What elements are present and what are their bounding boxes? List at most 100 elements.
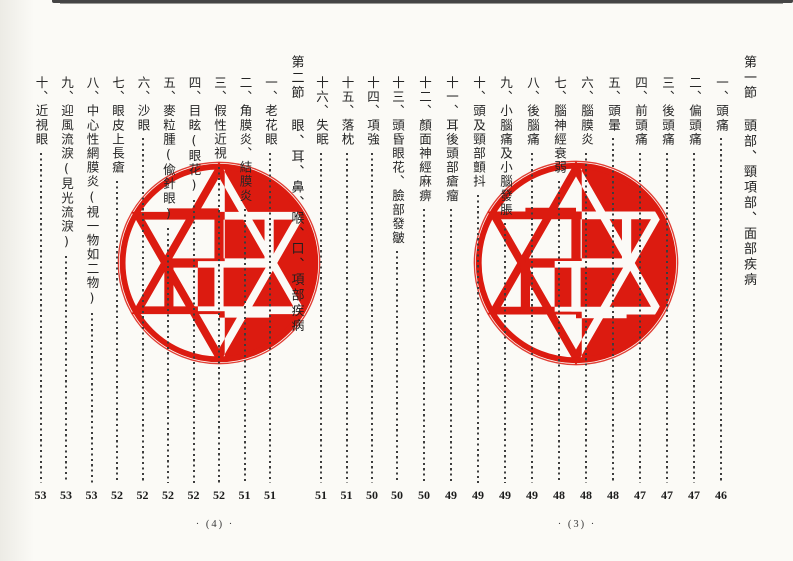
dotted-leader <box>104 180 130 483</box>
page-number: 52 <box>187 488 200 502</box>
page-number: 51 <box>264 488 276 502</box>
toc-entry-label: 六、沙眼 <box>135 76 151 133</box>
toc-item: 十五、落枕 <box>333 76 360 483</box>
dotted-leader <box>546 180 572 483</box>
dotted-leader <box>600 138 626 483</box>
toc-item: 三、後頭痛 <box>654 76 680 483</box>
toc-item: 五、頭暈 <box>600 76 626 483</box>
toc-entry-label: 第二節 眼、耳、鼻、喉、口、項部疾病 <box>288 55 304 335</box>
toc-entry-label: 七、眼皮上長瘡 <box>110 76 125 175</box>
page-number: 47 <box>688 488 700 502</box>
dotted-leader <box>53 256 79 483</box>
dotted-leader <box>129 138 156 483</box>
toc-item: 四、前頭痛 <box>627 76 653 483</box>
toc-entry-label: 第一節 頭部、頸項部、面部疾病 <box>741 55 756 288</box>
toc-item: 十二、顏面神經麻痹 <box>411 76 437 483</box>
dotted-leader <box>708 138 734 483</box>
scan-edge-artifact-faint <box>60 3 783 4</box>
toc-item: 七、腦神經衰弱 <box>546 76 572 483</box>
page-number: 48 <box>553 488 565 502</box>
page-footer-right: · (3) · <box>557 519 597 530</box>
toc-item: 九、迎風流淚(見光流淚) <box>53 76 79 483</box>
page-footer-left: · (4) · <box>195 519 235 530</box>
dotted-leader <box>411 208 437 483</box>
toc-item: 一、頭痛 <box>708 76 734 483</box>
page-number: 52 <box>136 488 149 502</box>
toc-item: 十三、頭昏眼花、臉部發皺 <box>384 76 410 483</box>
toc-item: 六、腦膜炎 <box>573 76 599 483</box>
dotted-leader <box>78 312 105 483</box>
toc-item: 六、沙眼 <box>129 76 156 483</box>
toc-entry-label: 五、麥粒腫(偸針眼) <box>161 76 176 222</box>
dotted-leader <box>308 152 334 483</box>
page-number: 48 <box>580 488 592 502</box>
page-number: 53 <box>60 488 72 502</box>
page-number: 47 <box>634 488 646 502</box>
toc-item: 二、偏頭痛 <box>681 76 707 483</box>
dotted-leader <box>384 251 410 483</box>
toc-entry-label: 一、頭痛 <box>714 76 729 133</box>
dotted-leader <box>681 152 707 483</box>
dotted-leader <box>206 166 232 483</box>
toc-section-heading: 第二節 眼、耳、鼻、喉、口、項部疾病 <box>283 55 309 483</box>
toc-item: 五、麥粒腫(偸針眼) <box>155 76 181 483</box>
toc-entry-label: 二、角膜炎、結膜炎 <box>237 76 253 203</box>
toc-item: 十一、耳後頭部瘡瘤 <box>438 76 464 483</box>
page-number: 46 <box>715 488 727 502</box>
toc-entry-label: 十一、耳後頭部瘡瘤 <box>444 76 459 203</box>
toc-entry-label: 十三、頭昏眼花、臉部發皺 <box>390 76 405 246</box>
dotted-leader <box>627 152 653 483</box>
toc-item: 一、老花眼 <box>257 76 283 483</box>
page-number: 49 <box>445 488 457 502</box>
toc-item: 八、後腦痛 <box>519 76 545 483</box>
dotted-leader <box>519 152 545 483</box>
dotted-leader <box>438 208 464 483</box>
page-number: 51 <box>238 488 251 502</box>
dotted-leader <box>27 152 54 483</box>
dotted-leader <box>257 152 283 483</box>
toc-entry-label: 九、小腦痛及小腦發脹 <box>498 76 513 217</box>
toc-item: 十、近視眼 <box>27 76 54 483</box>
toc-item: 十、頭及頸部顫抖 <box>465 76 491 483</box>
toc-entry-label: 十二、顏面神經麻痹 <box>417 76 432 203</box>
page-number: 51 <box>340 488 353 502</box>
page-number: 49 <box>499 488 511 502</box>
page-number: 51 <box>315 488 327 502</box>
toc-entry-label: 七、腦神經衰弱 <box>552 76 567 175</box>
dotted-leader <box>492 223 518 483</box>
toc-item: 七、眼皮上長瘡 <box>104 76 130 483</box>
toc-entry-label: 十四、項強 <box>365 76 380 147</box>
toc-entry-label: 二、偏頭痛 <box>687 76 702 147</box>
toc-item: 九、小腦痛及小腦發脹 <box>492 76 518 483</box>
dotted-leader <box>465 194 491 483</box>
page-number: 53 <box>85 488 98 502</box>
page-number: 53 <box>34 488 47 502</box>
toc-item: 十六、失眠 <box>308 76 334 483</box>
toc-item: 十四、項強 <box>359 76 385 483</box>
page-number: 52 <box>111 488 123 502</box>
page-number: 52 <box>162 488 174 502</box>
page-number: 50 <box>366 488 378 502</box>
dotted-leader <box>283 340 309 483</box>
toc-item: 四、目眩(眼花) <box>180 76 207 483</box>
dotted-leader <box>231 208 258 483</box>
scan-edge-artifact <box>52 0 793 3</box>
page-number: 52 <box>213 488 225 502</box>
page-number: 49 <box>472 488 484 502</box>
toc-entry-label: 十六、失眠 <box>314 76 329 147</box>
dotted-leader <box>654 152 680 483</box>
toc-entry-label: 九、迎風流淚(見光流淚) <box>59 76 74 251</box>
dotted-leader <box>155 228 181 483</box>
page-number: 49 <box>526 488 538 502</box>
toc-item: 二、角膜炎、結膜炎 <box>231 76 258 483</box>
toc-entry-label: 四、前頭痛 <box>633 76 648 147</box>
page-number: 50 <box>391 488 403 502</box>
toc-entry-label: 十、近視眼 <box>33 76 49 147</box>
dotted-leader <box>333 152 360 483</box>
toc-entry-label: 六、腦膜炎 <box>579 76 594 147</box>
toc-item: 八、中心性網膜炎(視一物如二物) <box>78 76 105 483</box>
toc-entry-label: 三、假性近視 <box>212 76 227 161</box>
dotted-leader <box>180 199 207 483</box>
page-number: 47 <box>661 488 673 502</box>
